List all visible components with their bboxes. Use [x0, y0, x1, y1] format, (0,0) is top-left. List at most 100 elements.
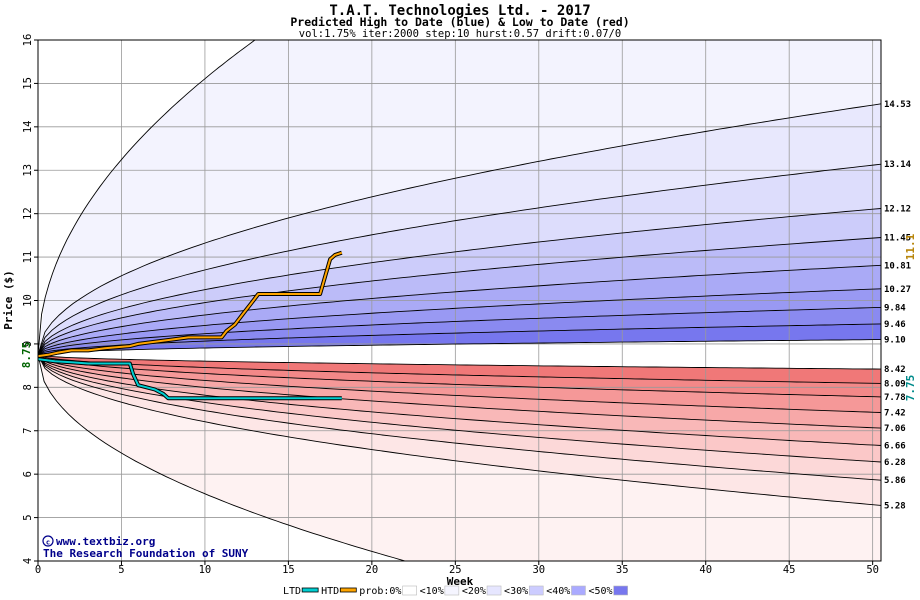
legend-color-swatch — [528, 585, 544, 596]
percentile-curve — [37, 103, 882, 355]
probability-bands — [38, 40, 881, 561]
low-end-label: 7.78 — [884, 393, 906, 403]
x-tick-label: 10 — [199, 564, 212, 576]
legend-label: <20% — [462, 586, 486, 597]
chart-parameters: vol:1.75% iter:2000 step:10 hurst:0.57 d… — [299, 28, 621, 40]
legend-color-swatch — [486, 585, 502, 596]
y-tick-label: 10 — [22, 294, 34, 307]
percentile-curve — [37, 208, 882, 356]
x-axis-ticks: 0 5 10 15 20 25 30 35 40 45 50 — [35, 561, 879, 576]
start-price-label: 8.75 — [20, 342, 33, 369]
high-band-3 — [38, 288, 881, 355]
y-axis-label: Price ($) — [2, 270, 15, 330]
x-tick-label: 45 — [783, 564, 796, 576]
chart-subtitle: Predicted High to Date (blue) & Low to D… — [290, 15, 629, 29]
percentile-curve — [37, 354, 882, 384]
x-tick-label: 20 — [366, 564, 379, 576]
percentile-curve — [37, 354, 882, 429]
high-end-label: 14.53 — [884, 100, 911, 110]
copyright-icon — [42, 535, 54, 547]
low-band-3 — [38, 354, 881, 413]
high-band-2 — [38, 307, 881, 355]
htd-series-line — [37, 251, 343, 358]
x-tick-label: 0 — [35, 564, 41, 576]
low-end-label: 8.42 — [884, 365, 906, 375]
percentile-curve — [37, 354, 882, 481]
percentile-curve — [37, 354, 882, 398]
low-end-label: 7.42 — [884, 409, 906, 419]
credit-website: www.textbiz.org — [56, 535, 155, 548]
low-end-label: 7.06 — [884, 424, 906, 434]
y-tick-label: 9 — [22, 341, 34, 347]
y-tick-label: 11 — [22, 251, 34, 264]
lower-envelope-curve — [37, 354, 406, 562]
low-end-label: 5.28 — [884, 501, 906, 511]
current-high-label: 11.1 — [904, 233, 917, 260]
x-tick-label: 40 — [699, 564, 712, 576]
chart-title: T.A.T. Technologies Ltd. - 2017 — [329, 3, 590, 19]
percentile-curve — [37, 354, 882, 370]
high-end-label: 9.46 — [884, 320, 906, 330]
high-end-label: 13.14 — [884, 160, 912, 170]
low-end-label: 6.66 — [884, 442, 906, 452]
y-tick-label: 8 — [22, 384, 34, 390]
low-end-label: 5.86 — [884, 476, 906, 486]
legend-color-swatch — [402, 585, 417, 596]
x-axis-label: Week — [447, 575, 474, 588]
y-tick-label: 4 — [22, 558, 34, 564]
ltd-series-line — [37, 358, 342, 400]
high-band-8 — [38, 103, 881, 355]
high-band-5 — [38, 237, 881, 355]
legend-label: prob:0% — [359, 586, 401, 597]
high-end-label: 9.84 — [884, 303, 906, 313]
right-end-labels: 9.10 9.46 9.84 10.27 10.81 11.45 12.12 13.14 14.… — [884, 100, 912, 512]
percentile-curve — [37, 264, 882, 356]
y-tick-label: 14 — [22, 121, 34, 134]
credit-organization: The Research Foundation of SUNY — [43, 547, 249, 560]
percentile-curve — [37, 163, 882, 355]
y-tick-label: 16 — [22, 34, 34, 47]
legend-label: <10% — [420, 586, 444, 597]
legend-color-swatch — [571, 585, 586, 596]
y-axis-ticks: 4 5 6 7 8 9 10 11 12 13 14 15 16 — [22, 34, 38, 564]
percentile-curve — [37, 323, 882, 356]
legend-line-swatch — [301, 587, 319, 593]
x-tick-label: 35 — [616, 564, 629, 576]
low-end-label: 6.28 — [884, 458, 906, 468]
percentile-curve — [37, 237, 882, 356]
percentile-curve — [37, 354, 882, 446]
current-low-label: 7.75 — [904, 375, 917, 402]
high-end-label: 9.10 — [884, 336, 906, 346]
percentile-curve — [37, 354, 882, 506]
y-tick-label: 13 — [22, 164, 34, 177]
y-tick-label: 6 — [22, 471, 34, 477]
y-tick-label: 12 — [22, 207, 34, 220]
data-series — [37, 250, 343, 401]
x-tick-label: 25 — [449, 564, 462, 576]
legend-color-swatch — [444, 585, 460, 596]
legend-label: <50% — [588, 586, 612, 597]
percentile-curve — [37, 354, 882, 413]
low-band-8 — [38, 354, 881, 506]
x-tick-label: 30 — [532, 564, 545, 576]
chart-legend: LTD HTD prob:0% <10% <20% <30% <40% <50% — [283, 585, 628, 597]
high-band-4 — [38, 265, 881, 355]
legend-label: LTD — [283, 586, 301, 597]
high-band-7 — [38, 164, 881, 355]
y-tick-label: 15 — [22, 77, 34, 90]
upper-envelope-curve — [37, 39, 256, 355]
x-tick-label: 15 — [282, 564, 295, 576]
percentile-curve — [37, 339, 881, 356]
low-band-5 — [38, 354, 881, 446]
high-end-label: 10.81 — [884, 261, 911, 271]
high-end-label: 11.45 — [884, 234, 911, 244]
legend-color-swatch — [613, 585, 628, 596]
low-band-6 — [38, 354, 881, 462]
low-band-7 — [38, 354, 881, 481]
low-band-2 — [38, 354, 881, 397]
x-tick-label: 5 — [118, 564, 124, 576]
legend-label: HTD — [321, 586, 339, 597]
low-band-outer — [38, 354, 881, 561]
percentile-curve — [37, 288, 882, 356]
